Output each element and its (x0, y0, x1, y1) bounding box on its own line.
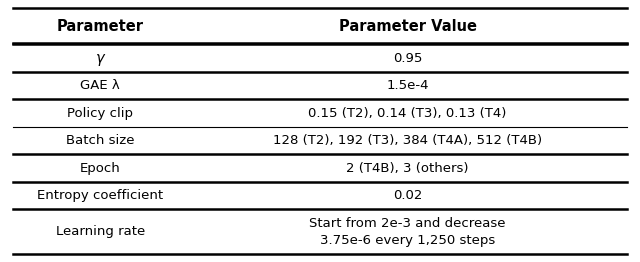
Text: Learning rate: Learning rate (56, 225, 145, 238)
Text: γ: γ (96, 51, 105, 66)
Text: 0.02: 0.02 (393, 189, 422, 202)
Text: 128 (T2), 192 (T3), 384 (T4A), 512 (T4B): 128 (T2), 192 (T3), 384 (T4A), 512 (T4B) (273, 134, 542, 147)
Text: Parameter: Parameter (57, 19, 144, 34)
Text: Policy clip: Policy clip (67, 107, 133, 119)
Text: 0.95: 0.95 (393, 52, 422, 64)
Text: 1.5e-4: 1.5e-4 (387, 79, 429, 92)
Text: 0.15 (T2), 0.14 (T3), 0.13 (T4): 0.15 (T2), 0.14 (T3), 0.13 (T4) (308, 107, 507, 119)
Text: Parameter Value: Parameter Value (339, 19, 477, 34)
Text: 2 (T4B), 3 (others): 2 (T4B), 3 (others) (346, 162, 469, 174)
Text: Start from 2e-3 and decrease
3.75e-6 every 1,250 steps: Start from 2e-3 and decrease 3.75e-6 eve… (309, 217, 506, 247)
Text: GAE λ: GAE λ (81, 79, 120, 92)
Text: Entropy coefficient: Entropy coefficient (37, 189, 163, 202)
Text: Epoch: Epoch (80, 162, 121, 174)
Text: Batch size: Batch size (66, 134, 134, 147)
